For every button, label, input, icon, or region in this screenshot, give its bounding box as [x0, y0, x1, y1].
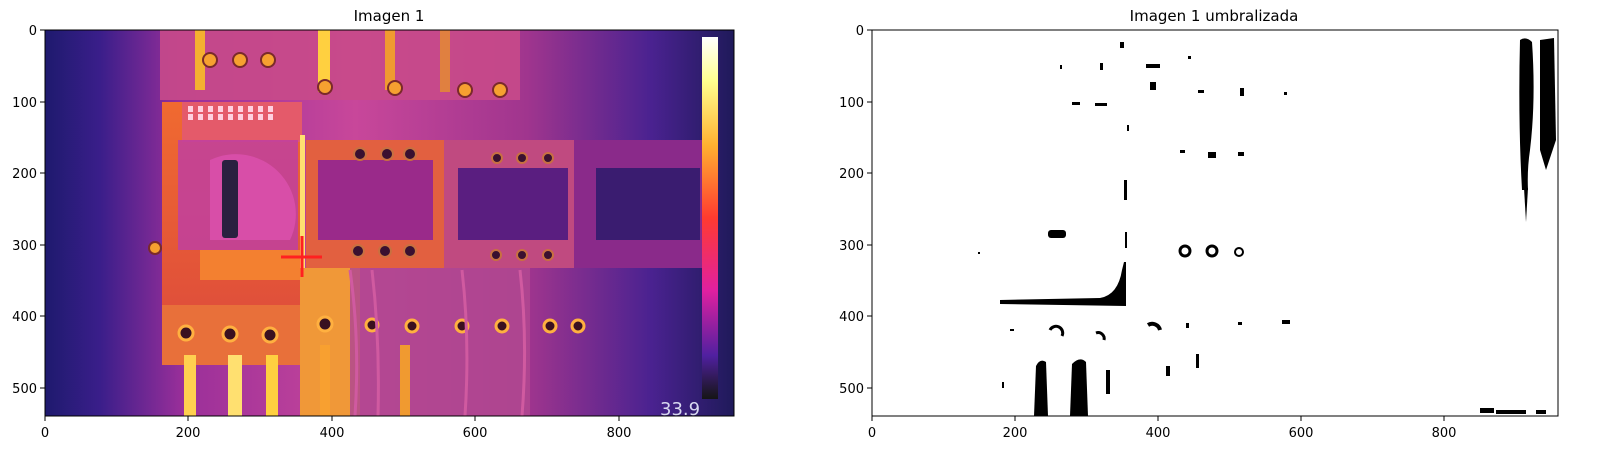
left-axes-frame: [44, 29, 735, 417]
right-axes-frame: [871, 29, 1559, 417]
crosshair-marker: [281, 236, 322, 277]
left-xtick-label: 800: [607, 426, 632, 441]
left-x-axis: 0 200 400 600 800: [41, 416, 632, 441]
right-xtick-label: 600: [1289, 426, 1314, 441]
left-xtick-label: 600: [463, 426, 488, 441]
left-xtick-label: 0: [41, 426, 49, 441]
right-ytick-label: 200: [839, 167, 864, 182]
left-xtick-label: 200: [176, 426, 201, 441]
right-ytick-label: 300: [839, 239, 864, 254]
right-ytick-label: 500: [839, 382, 864, 397]
threshold-mask-image: [872, 30, 1558, 416]
right-x-axis: 0 200 400 600 800: [868, 416, 1457, 441]
left-xtick-label: 400: [320, 426, 345, 441]
right-panel-title: Imagen 1 umbralizada: [1130, 7, 1299, 25]
thermal-image: 33.9: [45, 30, 734, 420]
right-ytick-label: 0: [856, 24, 864, 39]
right-xtick-label: 0: [868, 426, 876, 441]
left-ytick-label: 300: [12, 239, 37, 254]
right-y-axis: 0 100 200 300 400 500: [839, 24, 872, 397]
right-xtick-label: 200: [1003, 426, 1028, 441]
left-ytick-label: 500: [12, 382, 37, 397]
left-panel-title: Imagen 1: [354, 7, 425, 25]
left-ytick-label: 0: [29, 24, 37, 39]
right-xtick-label: 800: [1432, 426, 1457, 441]
right-xtick-label: 400: [1146, 426, 1171, 441]
right-ytick-label: 100: [839, 96, 864, 111]
temperature-readout: 33.9: [660, 399, 700, 420]
right-ytick-label: 400: [839, 310, 864, 325]
left-ytick-label: 400: [12, 310, 37, 325]
left-y-axis: 0 100 200 300 400 500: [12, 24, 45, 397]
left-ytick-label: 100: [12, 96, 37, 111]
left-ytick-label: 200: [12, 167, 37, 182]
colorbar: [702, 37, 718, 399]
